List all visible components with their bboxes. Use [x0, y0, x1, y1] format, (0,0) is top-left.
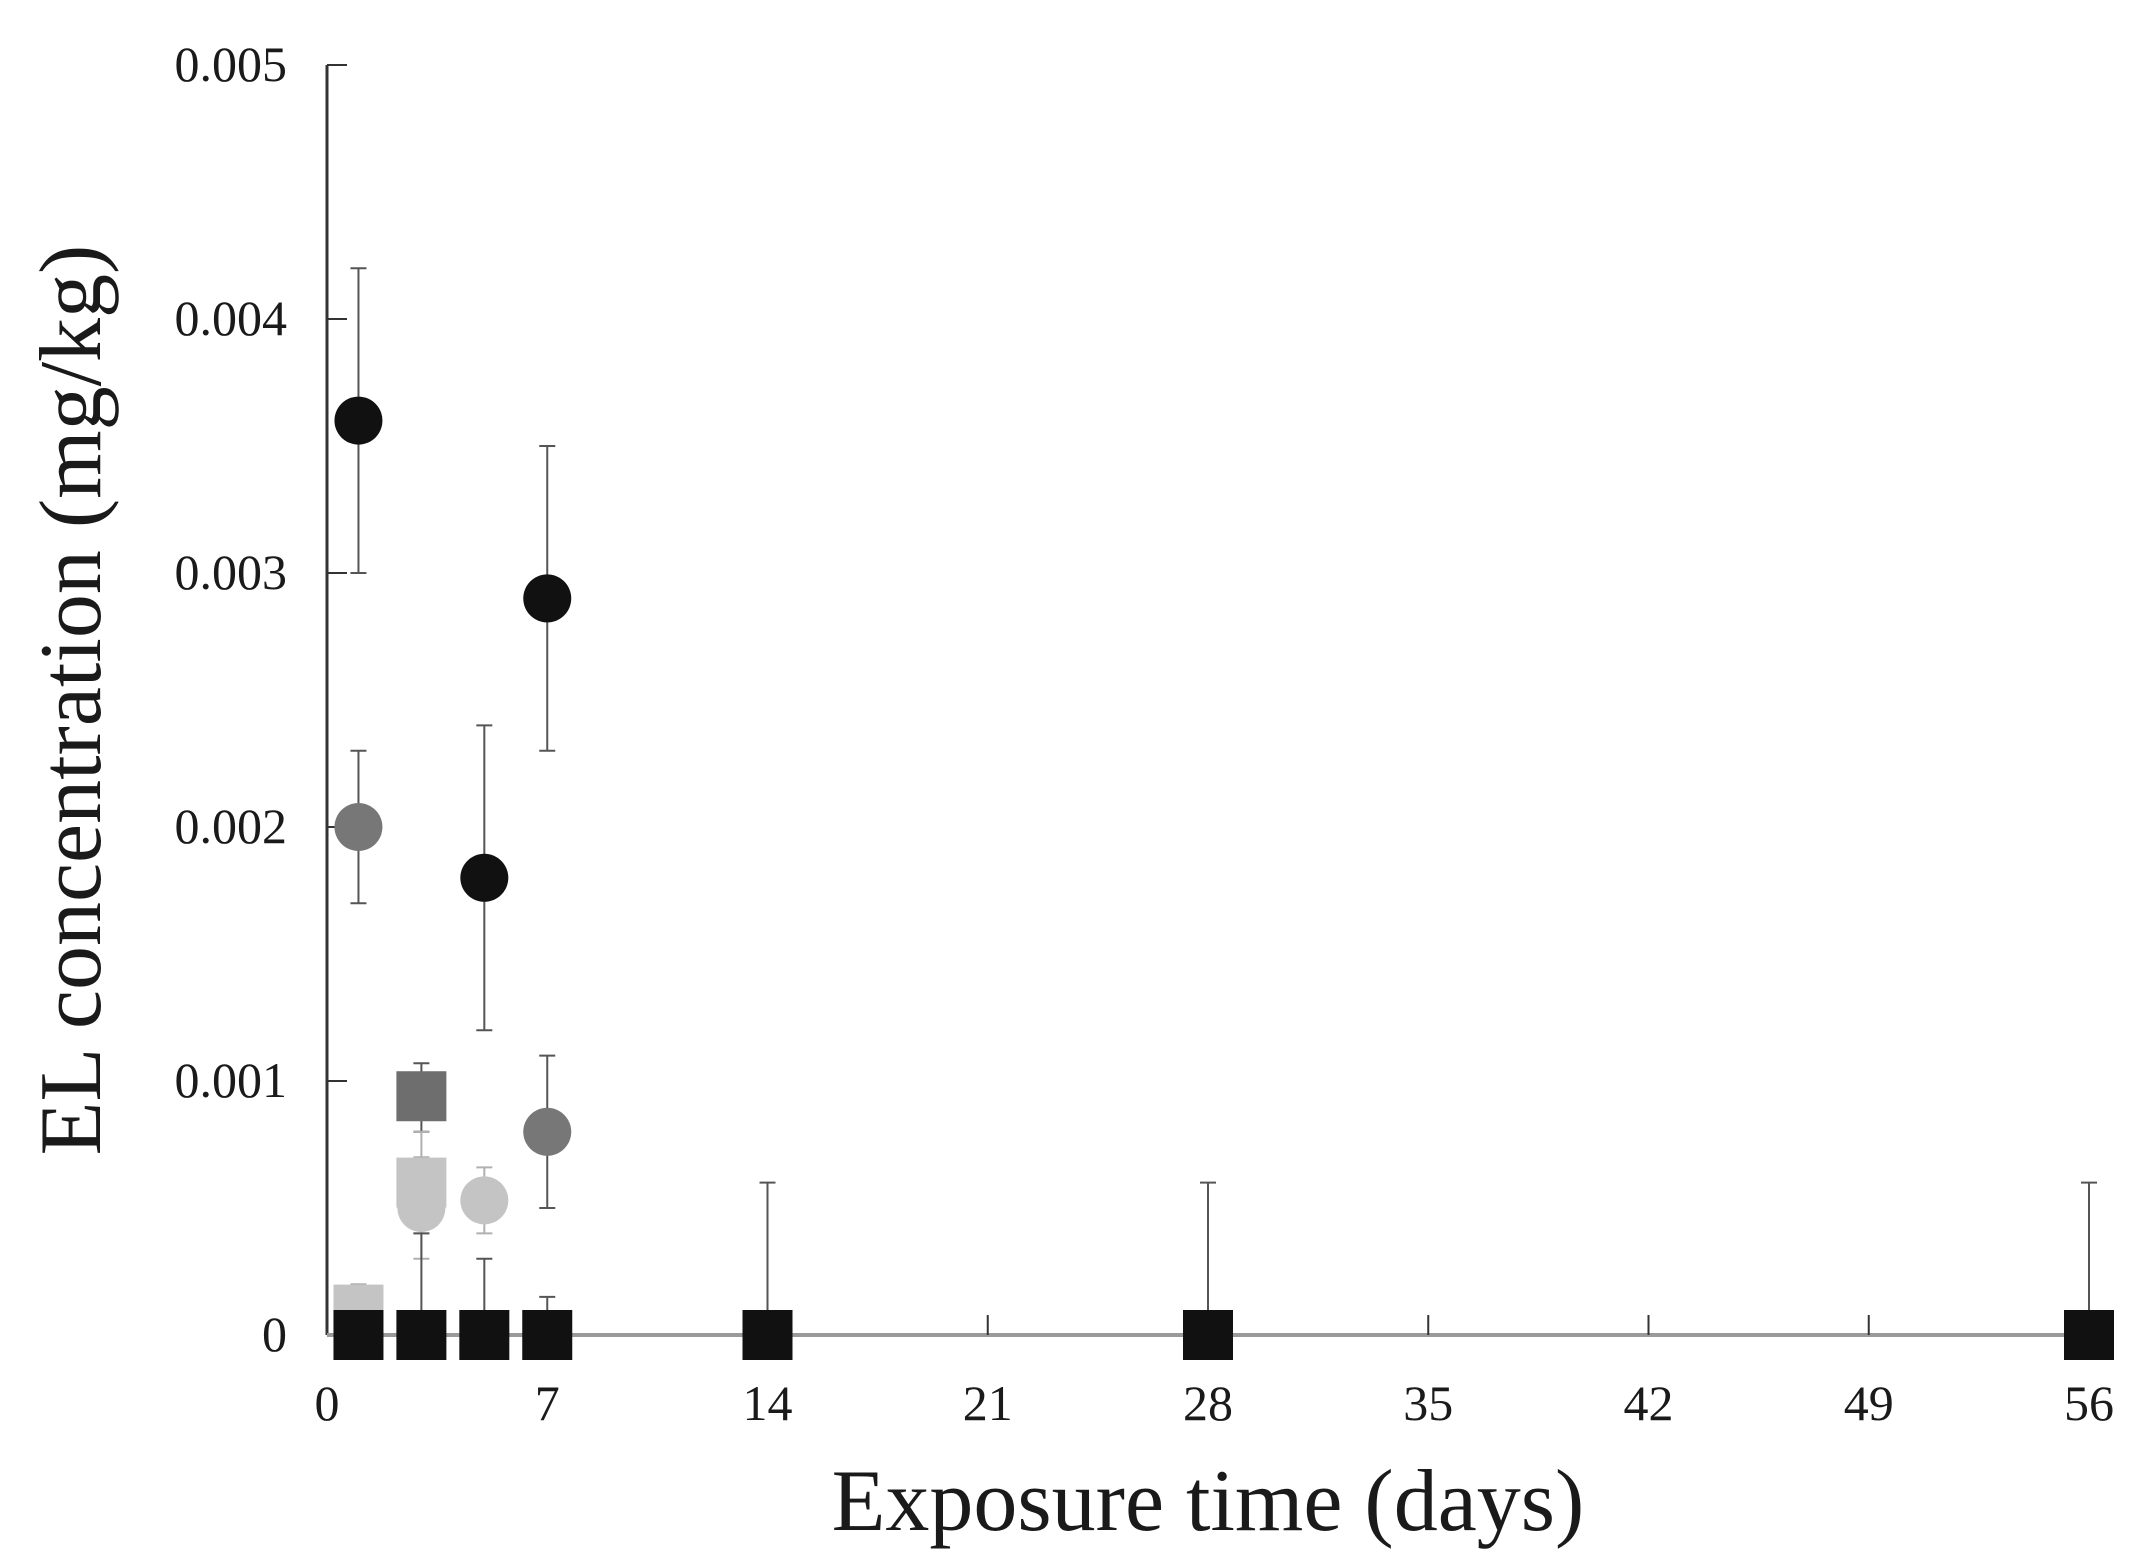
- data-point-square: [396, 1157, 447, 1208]
- data-point-square: [522, 1310, 573, 1360]
- x-axis-title: Exposure time (days): [832, 1453, 1585, 1550]
- data-point-circle: [334, 803, 383, 851]
- x-tick-label: 49: [1844, 1375, 1894, 1431]
- y-tick-label: 0.004: [175, 290, 288, 346]
- data-point-square: [396, 1310, 447, 1360]
- x-tick-label: 14: [743, 1375, 793, 1431]
- x-tick-label: 42: [1624, 1375, 1674, 1431]
- data-point-square: [333, 1310, 384, 1360]
- data-point-circle: [460, 853, 509, 902]
- y-tick-label: 0: [262, 1306, 287, 1362]
- x-tick-label: 56: [2064, 1375, 2114, 1431]
- data-point-circle: [523, 574, 572, 623]
- data-markers: [333, 396, 2114, 1360]
- y-tick-label: 0.003: [175, 544, 288, 600]
- data-point-square: [1183, 1310, 1233, 1360]
- data-point-circle: [460, 1176, 509, 1225]
- x-tick-label: 21: [963, 1375, 1013, 1431]
- y-tick-label: 0.002: [175, 798, 288, 854]
- y-tick-label: 0.001: [175, 1052, 288, 1108]
- error-bars: [350, 267, 2097, 1336]
- y-tick-label: 0.005: [175, 36, 288, 92]
- x-tick-label: 0: [315, 1375, 340, 1431]
- axes: [325, 65, 2089, 1337]
- data-point-circle: [523, 1107, 572, 1156]
- axis-ticks: 0 7 14 21 28 35 42 49 56 0 0.001 0.002 0.003 0.004 0.0…: [175, 36, 2115, 1431]
- data-point-square: [396, 1071, 447, 1122]
- data-point-square: [742, 1310, 793, 1360]
- x-tick-label: 28: [1183, 1375, 1233, 1431]
- y-axis-title: EL concentration (mg/kg): [23, 245, 120, 1156]
- data-point-square: [459, 1310, 510, 1360]
- data-point-square: [2064, 1310, 2114, 1360]
- x-tick-label: 35: [1403, 1375, 1453, 1431]
- x-tick-label: 7: [535, 1375, 560, 1431]
- data-point-circle: [334, 396, 383, 445]
